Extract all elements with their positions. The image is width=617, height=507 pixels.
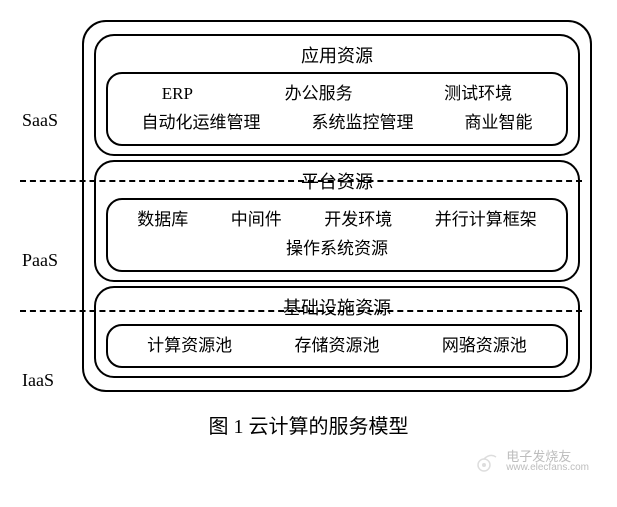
diagram-wrapper: SaaS PaaS IaaS 应用资源 ERP 办公服务 测试环境 自动化运维管…: [10, 20, 607, 439]
item: 办公服务: [285, 80, 353, 109]
item: 存储资源池: [294, 332, 379, 361]
layer-iaas: 基础设施资源 计算资源池 存储资源池 网骆资源池: [94, 286, 580, 379]
watermark-cn: 电子发烧友: [506, 450, 589, 463]
item: 操作系统资源: [286, 235, 388, 264]
layer-title-saas: 应用资源: [106, 42, 568, 68]
item: 数据库: [137, 206, 188, 235]
layer-title-iaas: 基础设施资源: [106, 294, 568, 320]
inner-box-iaas: 计算资源池 存储资源池 网骆资源池: [106, 324, 568, 369]
saas-row-2: 自动化运维管理 系统监控管理 商业智能: [116, 109, 558, 138]
item: ERP: [162, 80, 193, 109]
side-label-saas: SaaS: [22, 110, 58, 131]
watermark-url: www.elecfans.com: [506, 463, 589, 473]
item: 自动化运维管理: [142, 109, 261, 138]
item: 开发环境: [324, 206, 392, 235]
figure-caption: 图 1 云计算的服务模型: [209, 410, 409, 439]
inner-box-saas: ERP 办公服务 测试环境 自动化运维管理 系统监控管理 商业智能: [106, 72, 568, 146]
item: 测试环境: [444, 80, 512, 109]
caption: 图 1 云计算的服务模型: [10, 410, 607, 439]
layer-saas: 应用资源 ERP 办公服务 测试环境 自动化运维管理 系统监控管理 商业智能: [94, 34, 580, 156]
layer-title-paas: 平台资源: [106, 168, 568, 194]
item: 系统监控管理: [312, 109, 414, 138]
item: 网骆资源池: [442, 332, 527, 361]
watermark-icon: [474, 447, 502, 475]
inner-box-paas: 数据库 中间件 开发环境 并行计算框架 操作系统资源: [106, 198, 568, 272]
paas-row-2: 操作系统资源: [116, 235, 558, 264]
item: 并行计算框架: [435, 206, 537, 235]
item: 中间件: [231, 206, 282, 235]
item: 计算资源池: [147, 332, 232, 361]
side-label-paas: PaaS: [22, 250, 58, 271]
paas-row-1: 数据库 中间件 开发环境 并行计算框架: [116, 206, 558, 235]
item: 商业智能: [465, 109, 533, 138]
saas-row-1: ERP 办公服务 测试环境: [116, 80, 558, 109]
iaas-row-1: 计算资源池 存储资源池 网骆资源池: [116, 332, 558, 361]
side-label-iaas: IaaS: [22, 370, 54, 391]
layer-paas: 平台资源 数据库 中间件 开发环境 并行计算框架 操作系统资源: [94, 160, 580, 282]
main-container: 应用资源 ERP 办公服务 测试环境 自动化运维管理 系统监控管理 商业智能 平…: [82, 20, 592, 392]
watermark: 电子发烧友 www.elecfans.com: [474, 447, 589, 475]
